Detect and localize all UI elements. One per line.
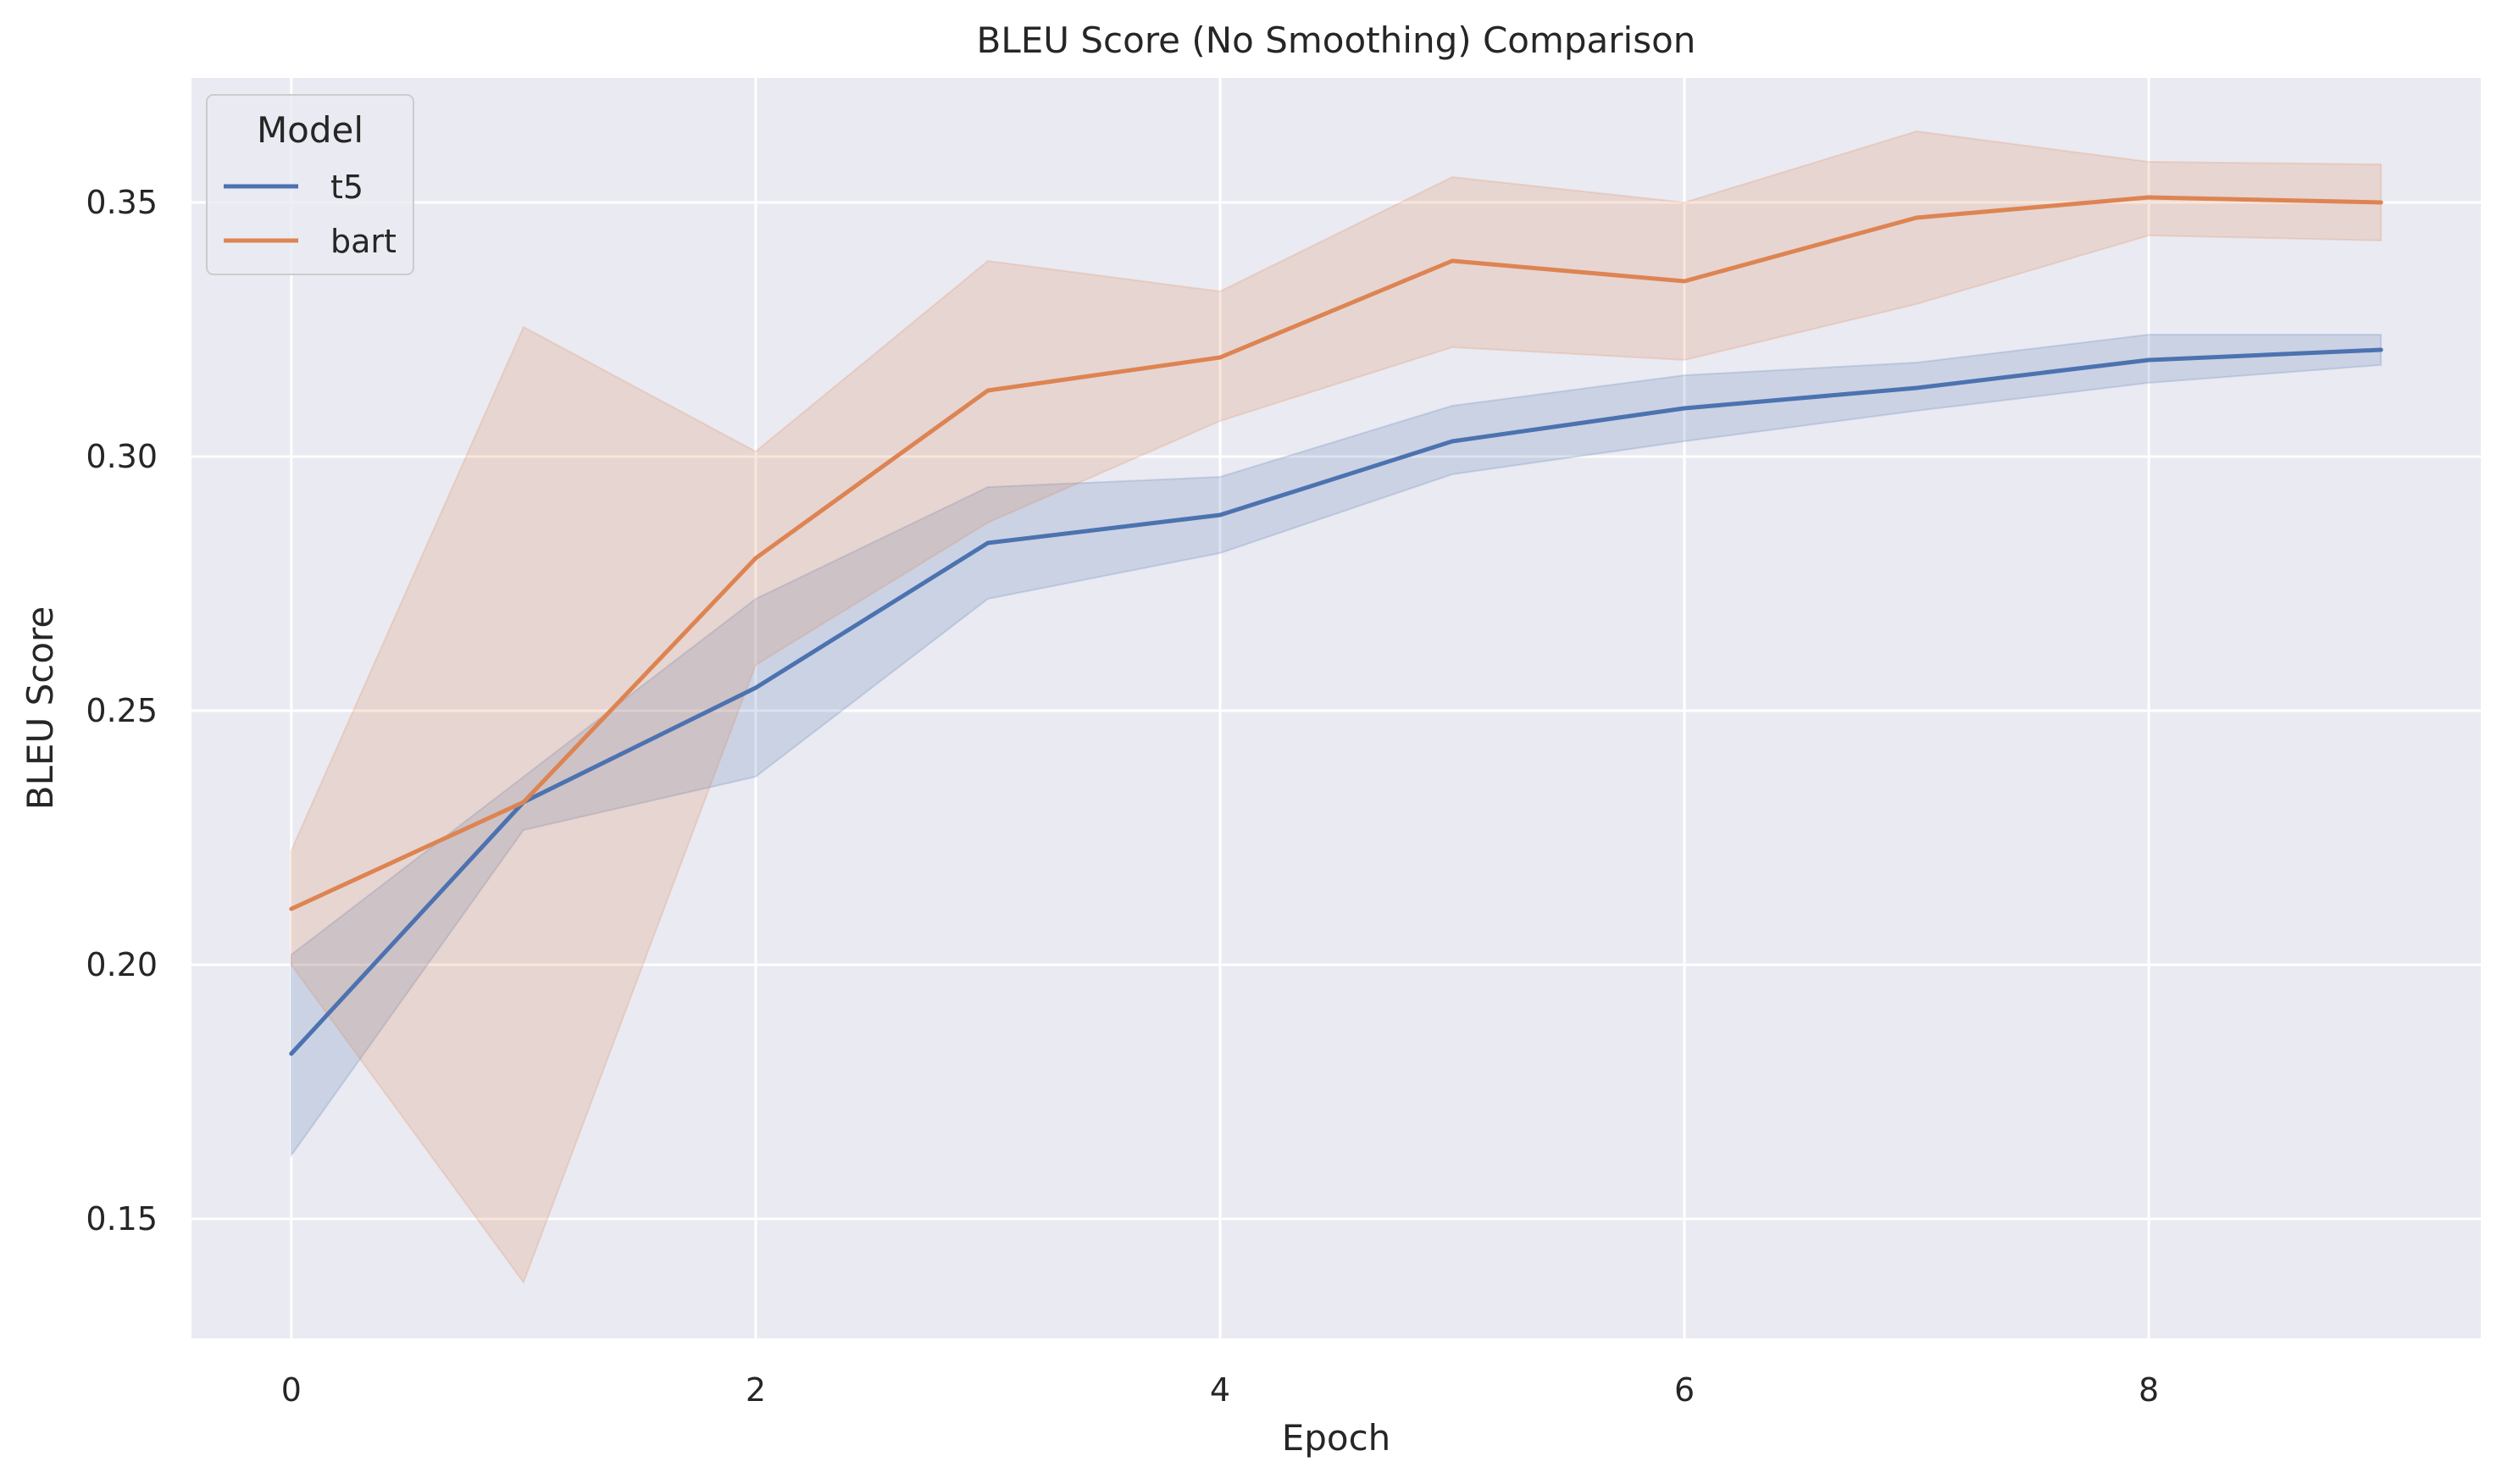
point-t5-8 (2148, 359, 2150, 361)
point-bart-5 (1451, 260, 1453, 262)
y-tick-label-0.15: 0.15 (86, 1200, 158, 1238)
point-bart-3 (987, 390, 989, 391)
point-t5-5 (1451, 440, 1453, 442)
chart-title: BLEU Score (No Smoothing) Comparison (977, 19, 1696, 61)
legend-box (206, 94, 414, 275)
legend-label-t5: t5 (330, 169, 363, 206)
x-tick-label-8: 8 (2139, 1371, 2159, 1409)
y-tick-label-0.20: 0.20 (86, 946, 158, 983)
x-tick-label-0: 0 (281, 1371, 302, 1409)
y-axis-label: BLEU Score (19, 606, 61, 810)
x-tick-label-6: 6 (1674, 1371, 1695, 1409)
point-bart-9 (2380, 202, 2382, 203)
y-tick-label-0.30: 0.30 (86, 438, 158, 475)
ci-band-bart (290, 130, 2383, 1285)
legend-title: Model (257, 109, 363, 151)
point-t5-2 (755, 687, 757, 689)
point-t5-3 (987, 542, 989, 544)
point-bart-8 (2148, 197, 2150, 198)
ci-band-t5 (290, 334, 2383, 1159)
legend-label-bart: bart (330, 223, 397, 260)
y-tick-label-0.35: 0.35 (86, 184, 158, 221)
y-tick-label-0.25: 0.25 (86, 692, 158, 729)
point-t5-6 (1684, 407, 1685, 409)
x-tick-label-2: 2 (746, 1371, 766, 1409)
line-t5 (289, 347, 2383, 1056)
point-t5-4 (1219, 514, 1221, 516)
x-axis-label: Epoch (1282, 1417, 1391, 1459)
plot-background (191, 78, 2481, 1338)
x-tick-labels: 0 2 4 6 8 (281, 1371, 2159, 1409)
point-bart-1 (523, 801, 524, 803)
point-bart-4 (1219, 357, 1221, 358)
confidence-bands (290, 130, 2383, 1285)
series-lines (289, 195, 2383, 1056)
x-tick-label-4: 4 (1210, 1371, 1230, 1409)
legend: Model t5 bart (206, 94, 414, 275)
point-bart-6 (1684, 280, 1685, 282)
line-bart (289, 195, 2383, 911)
point-t5-9 (2380, 349, 2382, 351)
y-tick-labels: 0.15 0.20 0.25 0.30 0.35 (86, 184, 158, 1238)
point-bart-2 (755, 557, 757, 559)
